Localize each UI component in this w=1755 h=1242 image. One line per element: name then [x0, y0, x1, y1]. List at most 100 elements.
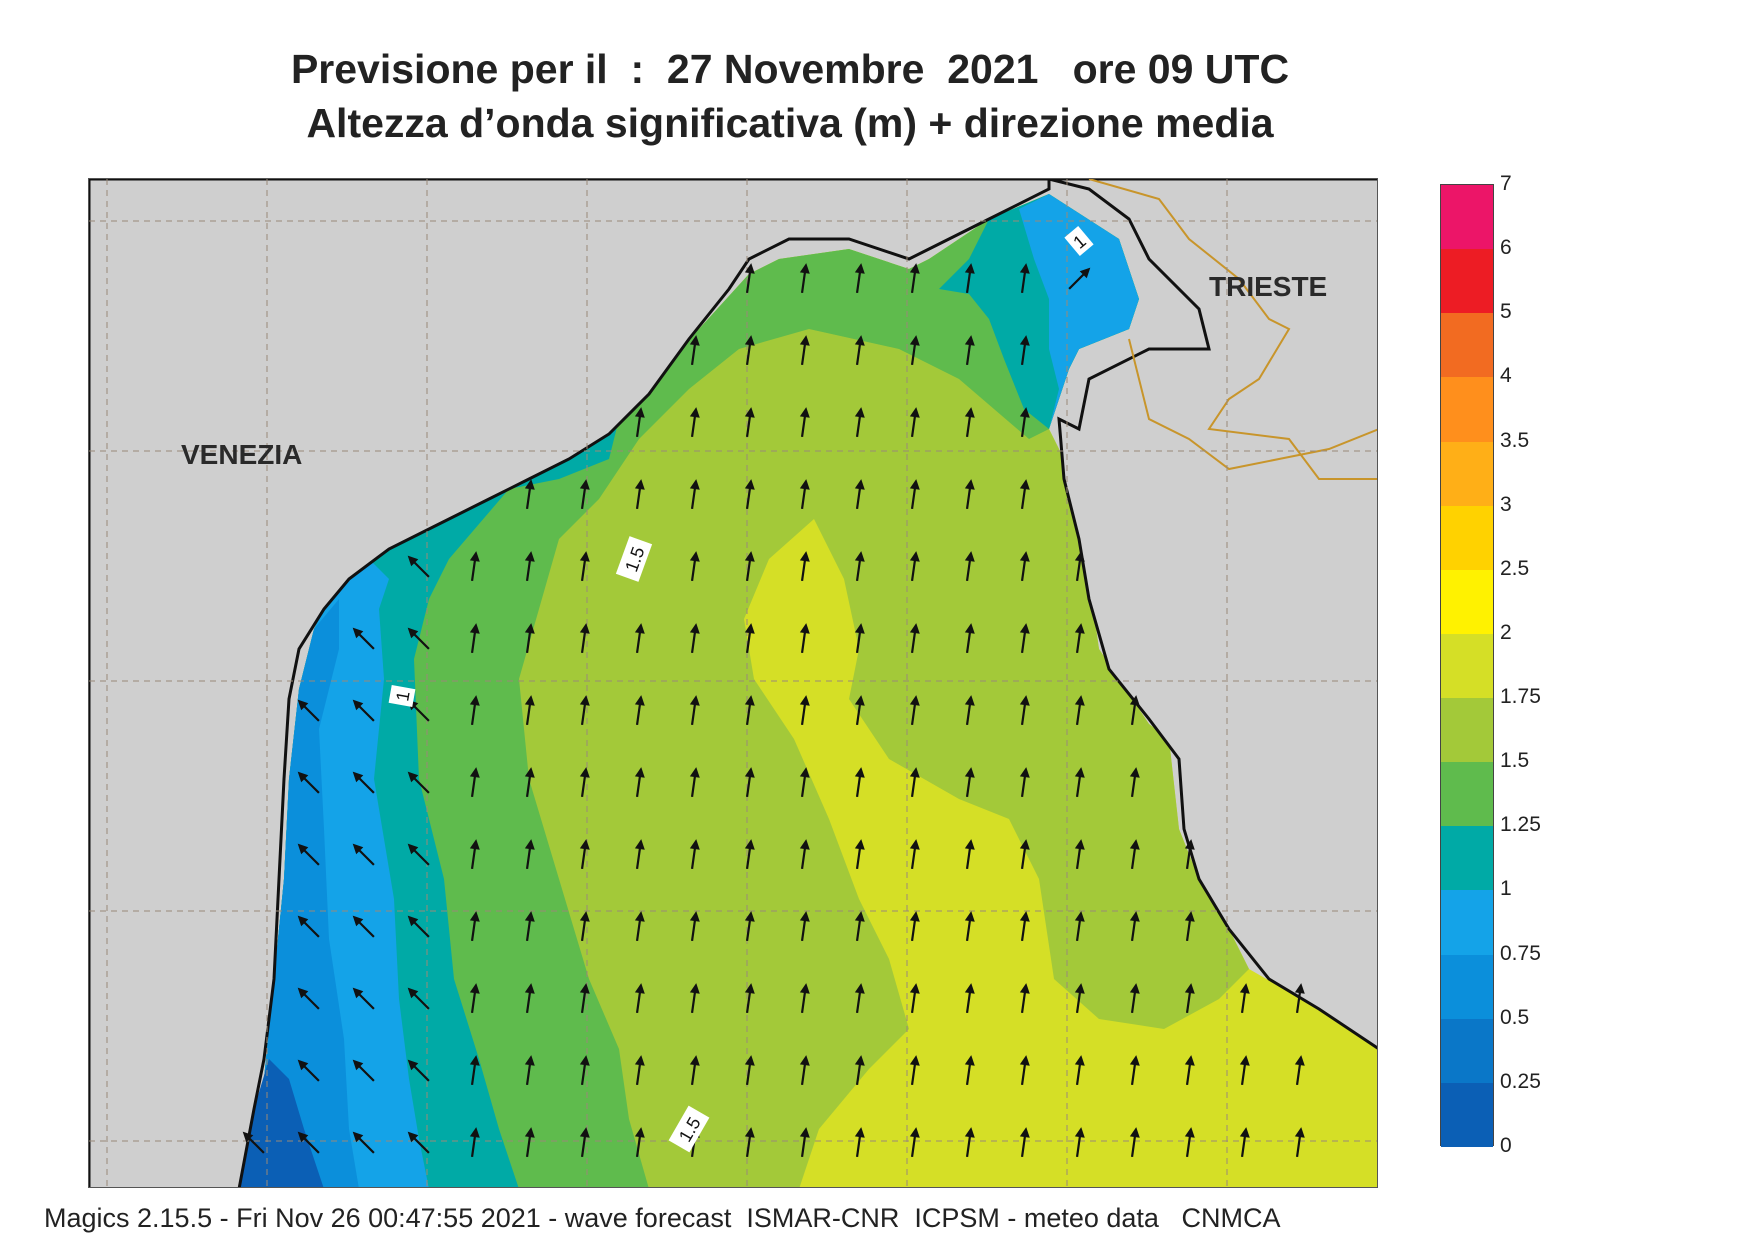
wave-arrow — [524, 623, 535, 654]
wave-arrow — [854, 407, 865, 438]
wave-arrow — [689, 551, 700, 582]
wave-arrow — [854, 1127, 865, 1158]
wave-arrow — [799, 623, 810, 654]
wave-map-canvas: 1 1.5 1 1.5 — [89, 179, 1377, 1187]
wave-arrow — [352, 699, 375, 722]
wave-arrow — [964, 479, 975, 510]
wave-arrow — [1129, 695, 1140, 726]
colorbar-segment — [1441, 890, 1493, 955]
wave-arrow — [854, 335, 865, 366]
wave-arrow — [407, 627, 430, 650]
land-east-coast — [1048, 179, 1377, 1050]
colorbar-tick-label: 1 — [1500, 877, 1512, 901]
wave-arrow — [579, 623, 590, 654]
wave-arrow — [689, 911, 700, 942]
colorbar-tick-label: 1.5 — [1500, 749, 1530, 773]
wave-arrow — [689, 767, 700, 798]
wave-arrow — [964, 983, 975, 1014]
wave-arrow — [689, 335, 700, 366]
wave-arrow — [909, 623, 920, 654]
wave-arrow — [524, 1055, 535, 1086]
wave-arrow — [909, 407, 920, 438]
wave-arrow — [1074, 767, 1085, 798]
colorbar-tick-label: 3 — [1500, 492, 1512, 516]
wave-arrow — [352, 771, 375, 794]
wave-arrow — [1019, 1055, 1030, 1086]
colorbar-tick-label: 3.5 — [1500, 428, 1530, 452]
place-label-venezia: VENEZIA — [181, 439, 303, 470]
wave-arrow — [799, 407, 810, 438]
wave-arrow — [909, 983, 920, 1014]
colorbar-segment — [1441, 1018, 1493, 1083]
wave-arrow — [744, 551, 755, 582]
colorbar-tick-label: 5 — [1500, 300, 1512, 324]
wave-arrow — [964, 1127, 975, 1158]
wave-arrow — [799, 551, 810, 582]
wave-arrow — [1129, 1055, 1140, 1086]
wave-arrow — [689, 983, 700, 1014]
wave-arrow — [1019, 479, 1030, 510]
wave-arrow — [964, 551, 975, 582]
wave-arrow — [909, 767, 920, 798]
wave-arrow — [1294, 1055, 1305, 1086]
wave-arrow — [799, 767, 810, 798]
wave-arrow — [469, 551, 480, 582]
wave-arrow — [524, 983, 535, 1014]
footer-credits: Magics 2.15.5 - Fri Nov 26 00:47:55 2021… — [44, 1203, 1281, 1233]
wave-zone-0-75-ne — [1019, 194, 1139, 429]
wave-arrow — [1294, 1127, 1305, 1158]
wave-arrow — [689, 407, 700, 438]
wave-arrow — [909, 1055, 920, 1086]
wave-arrow — [524, 479, 535, 510]
colorbar-segment — [1441, 441, 1493, 506]
wave-arrow — [352, 915, 375, 938]
wave-arrow — [689, 479, 700, 510]
wave-arrow — [964, 911, 975, 942]
wave-arrow — [744, 1127, 755, 1158]
wave-arrow — [634, 911, 645, 942]
wave-arrow — [1239, 1055, 1250, 1086]
wave-arrow — [1074, 695, 1085, 726]
wave-arrow — [744, 839, 755, 870]
wave-arrow — [1129, 767, 1140, 798]
wave-arrow — [909, 839, 920, 870]
wave-arrow — [579, 983, 590, 1014]
wave-arrow — [799, 1055, 810, 1086]
wave-arrow — [909, 335, 920, 366]
wave-arrow — [634, 983, 645, 1014]
wave-arrow — [854, 263, 865, 294]
wave-arrow — [1019, 335, 1030, 366]
svg-text:1: 1 — [392, 690, 413, 703]
colorbar-tick-label: 6 — [1500, 236, 1512, 260]
wave-arrow — [964, 767, 975, 798]
wave-arrow — [1074, 623, 1085, 654]
wave-arrow — [799, 263, 810, 294]
wave-arrow — [1184, 983, 1195, 1014]
wave-arrow — [1019, 1127, 1030, 1158]
wave-arrow — [579, 479, 590, 510]
wave-arrow — [579, 695, 590, 726]
colorbar-tick-label: 2.5 — [1500, 556, 1530, 580]
wave-arrow — [297, 699, 320, 722]
wave-arrow — [1184, 1127, 1195, 1158]
wave-arrow — [1019, 263, 1030, 294]
wave-arrow — [407, 771, 430, 794]
wave-arrow — [634, 623, 645, 654]
colorbar-segment — [1441, 569, 1493, 634]
colorbar-segment — [1441, 826, 1493, 891]
wave-arrow — [1074, 983, 1085, 1014]
wave-arrow — [799, 479, 810, 510]
wave-arrow — [634, 407, 645, 438]
colorbar-segment — [1441, 377, 1493, 442]
wave-arrow — [524, 695, 535, 726]
border-line — [1088, 179, 1377, 480]
wave-map[interactable]: 1 1.5 1 1.5 VENEZIA TRIESTE — [88, 178, 1378, 1188]
colorbar-tick-label: 4 — [1500, 364, 1512, 388]
wave-arrow — [1074, 839, 1085, 870]
wave-arrow — [524, 839, 535, 870]
colorbar-tick-label: 0.25 — [1500, 1069, 1541, 1093]
wave-arrow — [799, 1127, 810, 1158]
colorbar-segment — [1441, 954, 1493, 1019]
contour-label: 1.5 — [615, 536, 653, 582]
wave-arrow — [744, 263, 755, 294]
